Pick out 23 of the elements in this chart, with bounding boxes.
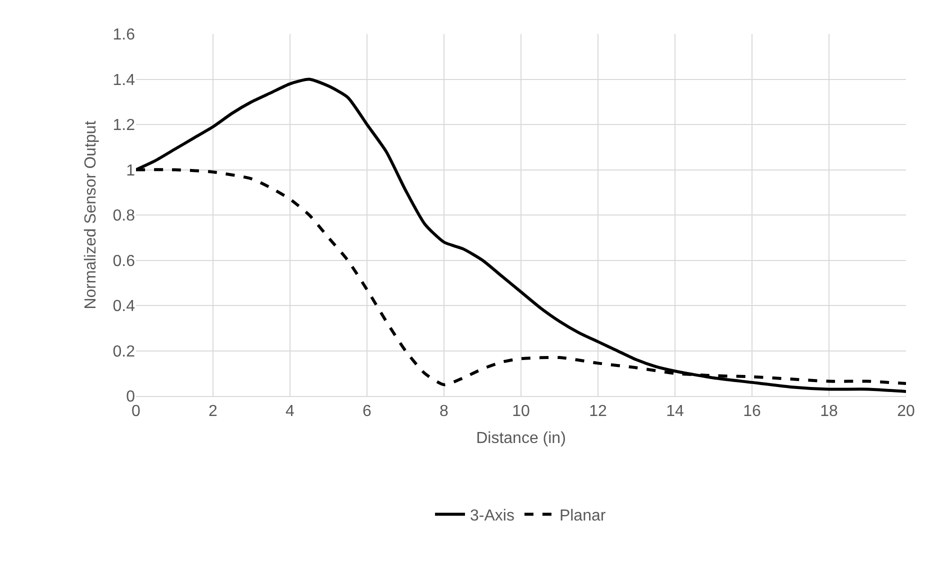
x-axis-title: Distance (in) — [476, 430, 566, 447]
x-tick-label: 20 — [897, 403, 915, 420]
legend-label: 3-Axis — [470, 508, 514, 524]
x-tick-label: 18 — [820, 403, 838, 420]
x-tick-label: 8 — [440, 403, 449, 420]
y-tick-label: 0.8 — [112, 208, 136, 225]
y-tick-label: 0.2 — [112, 343, 136, 360]
y-tick-label: 0.6 — [112, 252, 136, 270]
x-tick-label: 6 — [362, 403, 372, 420]
x-tick-label: 12 — [589, 403, 607, 420]
x-tick-label: 10 — [512, 403, 530, 420]
x-tick-label: 16 — [743, 403, 761, 420]
y-axis-title: Normalized Sensor Output — [82, 120, 100, 310]
y-tick-label: 0 — [126, 388, 136, 406]
x-tick-label: 14 — [666, 403, 684, 420]
y-tick-label: 1.4 — [112, 72, 136, 89]
legend-label: Planar — [559, 508, 606, 524]
y-tick-label: 0.4 — [112, 298, 136, 316]
y-tick-label: 1 — [126, 162, 136, 180]
y-tick-label: 1.2 — [112, 117, 136, 134]
y-tick-label: 1.6 — [112, 26, 136, 44]
x-tick-label: 2 — [208, 403, 218, 420]
x-tick-label: 4 — [286, 403, 295, 420]
